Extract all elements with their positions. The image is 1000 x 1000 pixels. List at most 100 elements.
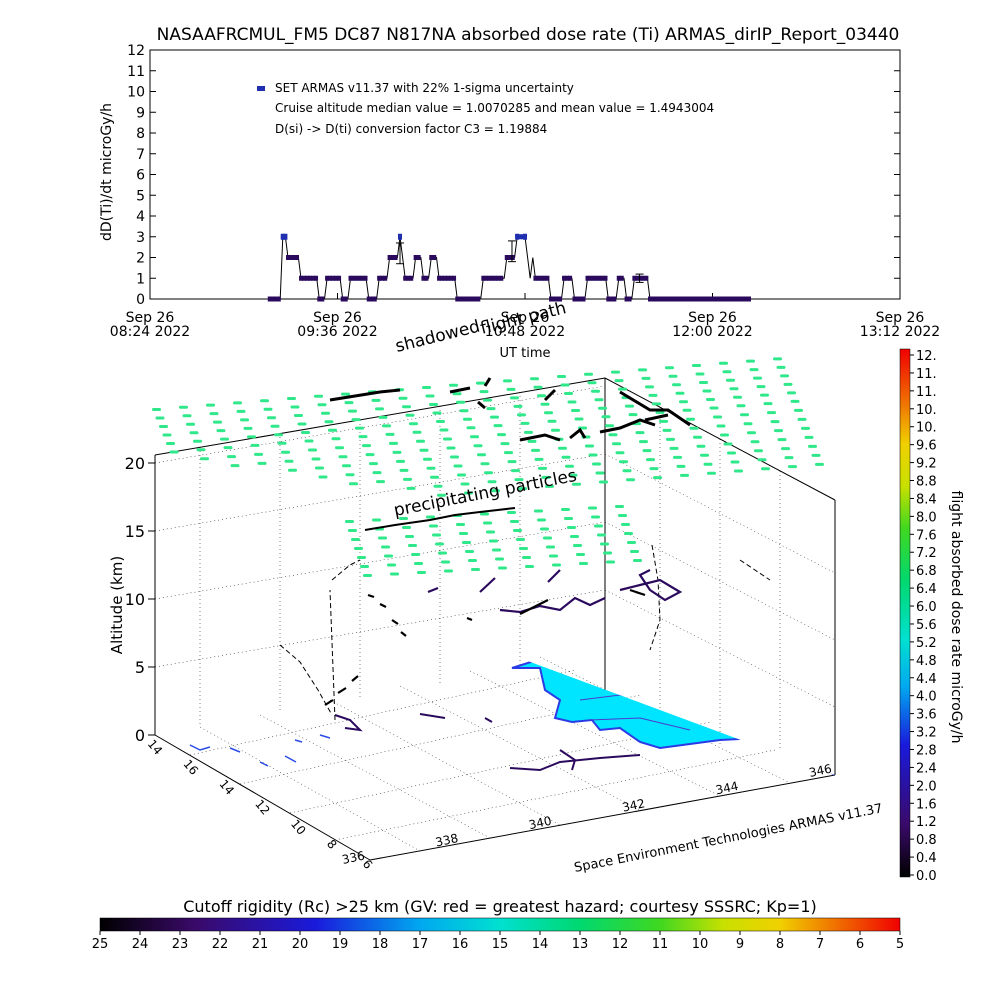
particle-mark [357,556,366,559]
particle-mark [426,515,435,519]
dose-tick-label: 11. [916,385,937,400]
particle-mark [317,403,327,407]
data-point [732,296,736,302]
particle-mark [398,396,408,400]
y-tick-label: 3 [136,230,145,246]
y-tick-label: 8 [136,126,145,142]
rigidity-tick-label: 16 [452,937,469,952]
y-tick-label: 12 [127,43,145,59]
particle-mark [331,437,341,441]
y-tick-label: 6 [136,168,145,184]
particle-mark [470,435,479,439]
data-point [390,255,395,260]
particle-mark [788,465,797,469]
particle-mark [436,420,445,423]
dose-tick-label: 4.8 [916,654,937,669]
dose-tick-label: 8.0 [916,510,937,525]
particle-mark [619,460,628,464]
particle-mark [689,426,699,430]
data-point [406,275,411,281]
particle-mark [159,425,168,428]
altitude-tick-label: 20 [125,454,145,473]
particle-mark [720,433,729,437]
particle-mark [443,437,452,441]
data-point [575,296,580,302]
particle-mark [693,435,702,439]
particle-mark [540,527,549,531]
particle-mark [572,482,581,486]
particle-mark [648,393,658,397]
series-line [269,236,752,300]
particle-mark [465,550,474,553]
dose-tick-label: 2.4 [916,761,937,776]
particle-mark [754,449,763,453]
rigidity-tick-label: 7 [816,937,824,952]
data-point [403,275,408,281]
particle-mark [537,518,546,522]
particle-mark [576,553,585,556]
data-point [708,296,712,302]
particle-mark [444,569,453,573]
data-point [490,275,495,281]
data-point [619,275,624,281]
particle-mark [483,521,492,525]
data-point [467,296,472,302]
data-point-peak [515,233,520,240]
data-point [292,255,297,260]
data-point [317,296,322,302]
particle-mark [534,457,544,461]
particle-mark [612,442,621,446]
particle-mark [551,428,560,432]
particle-mark [692,364,701,367]
particle-mark [573,544,582,547]
data-point [413,255,418,260]
particle-mark [372,471,382,475]
particle-mark [511,469,520,473]
particle-mark [311,457,321,461]
particle-mark [335,446,344,450]
data-point [449,275,454,281]
data-point [672,296,676,302]
particle-mark [486,407,496,411]
particle-mark [639,440,648,444]
particle-mark [804,435,814,439]
dose-rate-timeseries-panel: NASAAFRCMUL_FM5 DC87 N817NA absorbed dos… [99,25,940,361]
particle-mark [484,471,493,475]
particle-mark [345,473,355,477]
credit-text: Space Environment Technologies ARMAS v11… [573,801,884,876]
particle-mark [382,424,391,428]
particle-mark [479,390,489,394]
data-point [585,275,590,281]
particle-mark [594,524,603,528]
data-point [690,296,694,302]
data-point [533,275,538,281]
particle-mark [294,414,303,417]
particle-mark [734,469,743,473]
particle-mark [516,538,525,541]
particle-mark [618,387,627,391]
particle-mark [372,518,381,522]
particle-mark [389,441,398,445]
data-point [360,275,365,281]
x-tick-label-date: Sep 26 [313,310,362,326]
dose-tick-label: 12. [916,349,937,364]
particle-mark [673,455,682,459]
particle-mark [600,542,609,546]
particle-mark [668,374,678,378]
rigidity-colorbar-ticks: 25 24 23 22 21 20 19 18 17 16 15 14 13 12 11 10 9 8 7 6 5 [92,931,904,952]
data-point [717,296,721,302]
altitude-tick-label: 15 [125,522,145,541]
particle-mark [497,433,506,437]
altitude-tick-label: 0 [135,726,145,745]
y-tick-label: 10 [127,85,145,101]
data-point [711,296,715,302]
data-point [325,275,330,281]
data-point [684,296,688,302]
x-tick-label-date: Sep 26 [126,310,175,326]
particle-mark [267,416,276,420]
particle-mark [709,406,719,410]
particle-mark [662,428,672,432]
box-frame [154,377,836,861]
dose-tick-label: 3.2 [916,726,937,741]
particle-mark [736,404,746,408]
